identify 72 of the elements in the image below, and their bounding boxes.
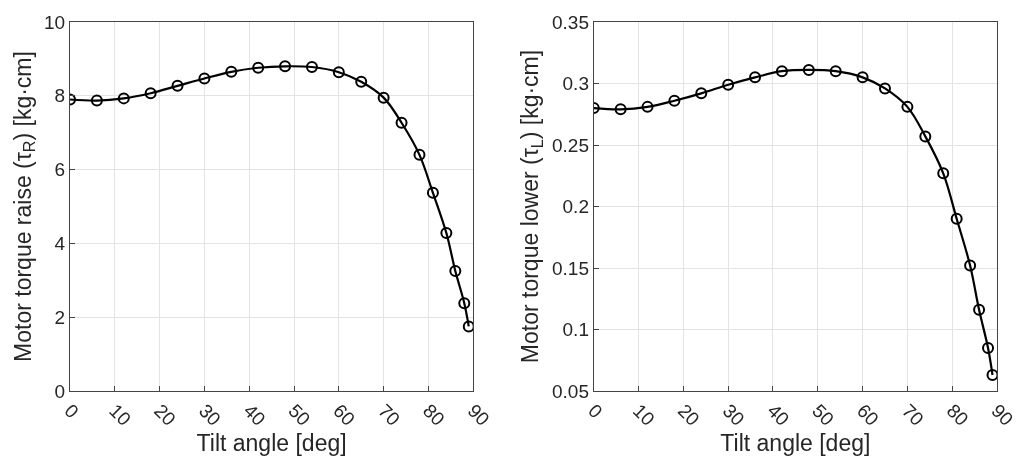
x-axis-title: Tilt angle [deg] (196, 429, 347, 456)
point (919, 130, 932, 143)
x-tick-label: 30 (718, 400, 749, 430)
point (829, 65, 842, 78)
point (171, 79, 184, 92)
x-tick-label: 80 (942, 400, 973, 430)
x-tick-label: 40 (763, 400, 794, 430)
point (668, 94, 681, 107)
y-tick-label: 10 (44, 11, 66, 33)
point (950, 212, 963, 225)
x-tick-label: 30 (194, 400, 225, 430)
x-tick-label: 20 (673, 400, 704, 430)
point (973, 303, 986, 316)
point (878, 82, 891, 95)
point (440, 227, 453, 240)
point (332, 66, 345, 79)
x-tick-label: 90 (987, 400, 1018, 430)
point (937, 167, 950, 180)
x-tick-label: 70 (897, 400, 928, 430)
point (198, 72, 211, 85)
x-tick-label: 10 (629, 400, 659, 430)
x-tick-label: 90 (463, 400, 494, 430)
y-tick-label: 2 (54, 306, 66, 328)
point (775, 65, 788, 78)
point (426, 186, 439, 199)
x-tick-label: 70 (374, 400, 404, 430)
x-tick-label: 40 (239, 400, 270, 430)
point (90, 94, 103, 107)
point (982, 341, 995, 354)
point (377, 91, 390, 104)
point (802, 63, 815, 76)
y-tick-label: 0.35 (551, 11, 589, 33)
point (252, 61, 265, 74)
point (986, 369, 997, 382)
point (749, 71, 762, 84)
point (641, 100, 654, 113)
point (856, 71, 869, 84)
y-tick-label: 8 (54, 85, 66, 107)
x-tick-label: 60 (329, 400, 360, 430)
x-tick-label: 20 (150, 400, 180, 430)
x-tick-label: 60 (853, 400, 883, 430)
point (225, 65, 238, 78)
point (964, 259, 977, 272)
point (458, 297, 471, 310)
point (695, 87, 708, 100)
x-axis-title: Tilt angle [deg] (720, 429, 871, 456)
x-tick-label: 50 (284, 400, 315, 430)
y-tick-label: 0 (54, 380, 66, 402)
x-tick-label: 0 (584, 400, 607, 423)
y-tick-label: 0.2 (562, 196, 589, 218)
y-tick-label: 0.15 (551, 257, 589, 279)
point (614, 103, 627, 116)
y-tick-label: 0.25 (551, 134, 589, 156)
x-tick-label: 80 (418, 400, 449, 430)
y-tick-label: 0.05 (551, 380, 589, 402)
y-tick-label: 0.1 (562, 319, 589, 341)
point (144, 87, 157, 100)
point (279, 60, 292, 73)
point (305, 61, 318, 74)
y-tick-label: 0.3 (562, 73, 589, 95)
x-tick-label: 50 (808, 400, 839, 430)
point (395, 116, 408, 129)
point (449, 265, 462, 278)
point (355, 75, 368, 88)
y-tick-label: 6 (54, 159, 66, 181)
point (901, 100, 914, 113)
x-tick-label: 10 (105, 400, 136, 430)
point (462, 320, 474, 333)
point (722, 78, 735, 91)
point (117, 92, 130, 105)
y-tick-label: 4 (54, 233, 66, 255)
point (413, 148, 426, 161)
